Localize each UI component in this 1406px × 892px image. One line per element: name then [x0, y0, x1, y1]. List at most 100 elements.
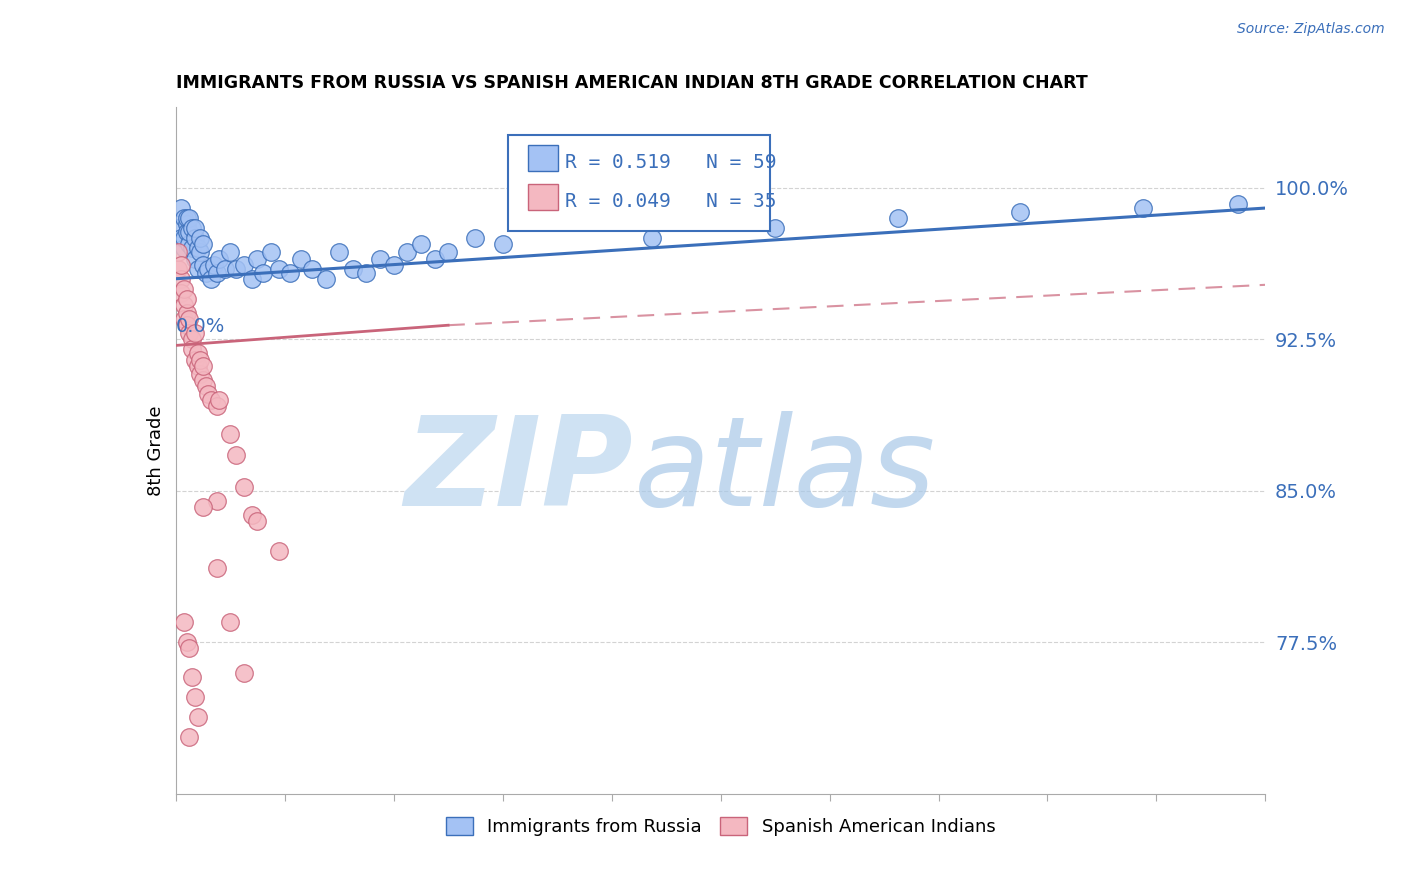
Point [437, 245, 460, 260]
Point [197, 261, 219, 276]
Point [173, 298, 195, 312]
Point [173, 282, 195, 296]
Point [167, 261, 190, 276]
Point [173, 231, 195, 245]
Point [191, 373, 214, 387]
Point [170, 272, 193, 286]
Bar [527, 145, 558, 171]
Point [205, 494, 228, 508]
Point [205, 399, 228, 413]
Point [1227, 197, 1250, 211]
Point [173, 615, 195, 630]
Point [214, 261, 236, 276]
Point [328, 245, 350, 260]
Point [301, 261, 323, 276]
Point [194, 266, 217, 280]
Point [188, 245, 211, 260]
Point [246, 252, 269, 266]
Point [176, 306, 198, 320]
Point [176, 318, 198, 333]
Point [188, 367, 211, 381]
Point [176, 217, 198, 231]
Point [246, 514, 269, 528]
Point [208, 252, 231, 266]
Point [205, 266, 228, 280]
Point [176, 225, 198, 239]
Point [269, 261, 291, 276]
Point [179, 225, 201, 239]
Text: 0.0%: 0.0% [176, 317, 225, 335]
Point [167, 221, 190, 235]
Point [170, 285, 193, 300]
Text: R = 0.519   N = 59: R = 0.519 N = 59 [565, 153, 776, 172]
Point [315, 272, 337, 286]
Text: Source: ZipAtlas.com: Source: ZipAtlas.com [1237, 22, 1385, 37]
Point [763, 221, 786, 235]
Point [176, 635, 198, 649]
Point [184, 352, 207, 367]
Bar [527, 184, 558, 211]
Point [208, 392, 231, 407]
Legend: Immigrants from Russia, Spanish American Indians: Immigrants from Russia, Spanish American… [439, 809, 1002, 843]
Point [170, 201, 193, 215]
Point [170, 258, 193, 272]
Point [240, 272, 263, 286]
Point [194, 379, 217, 393]
Point [188, 352, 211, 367]
FancyBboxPatch shape [508, 135, 769, 231]
Point [492, 237, 515, 252]
Point [219, 427, 242, 442]
Point [240, 508, 263, 522]
Point [260, 245, 283, 260]
Point [179, 731, 201, 745]
Point [191, 359, 214, 373]
Point [186, 261, 209, 276]
Point [167, 245, 190, 260]
Point [356, 266, 378, 280]
Point [191, 500, 214, 514]
Point [186, 242, 209, 256]
Point [188, 231, 211, 245]
Point [191, 237, 214, 252]
Point [176, 211, 198, 226]
Point [225, 448, 247, 462]
Point [179, 326, 201, 341]
Point [176, 292, 198, 306]
Point [186, 346, 209, 360]
Point [173, 242, 195, 256]
Text: atlas: atlas [633, 410, 935, 532]
Point [1010, 205, 1032, 219]
Point [641, 231, 664, 245]
Point [200, 272, 222, 286]
Point [181, 332, 204, 346]
Point [184, 231, 207, 245]
Text: R = 0.049   N = 35: R = 0.049 N = 35 [565, 192, 776, 211]
Point [179, 211, 201, 226]
Point [200, 392, 222, 407]
Point [179, 237, 201, 252]
Point [184, 252, 207, 266]
Point [191, 258, 214, 272]
Point [382, 258, 405, 272]
Point [232, 665, 254, 680]
Point [252, 266, 274, 280]
Point [170, 231, 193, 245]
Point [886, 211, 908, 226]
Point [202, 258, 225, 272]
Point [464, 231, 486, 245]
Point [181, 242, 204, 256]
Point [1132, 201, 1154, 215]
Point [181, 221, 204, 235]
Point [173, 211, 195, 226]
Point [197, 387, 219, 401]
Point [225, 261, 247, 276]
Point [219, 615, 242, 630]
Point [290, 252, 312, 266]
Point [184, 326, 207, 341]
Point [205, 560, 228, 574]
Point [396, 245, 419, 260]
Point [219, 245, 242, 260]
Point [173, 312, 195, 326]
Point [181, 343, 204, 357]
Point [184, 221, 207, 235]
